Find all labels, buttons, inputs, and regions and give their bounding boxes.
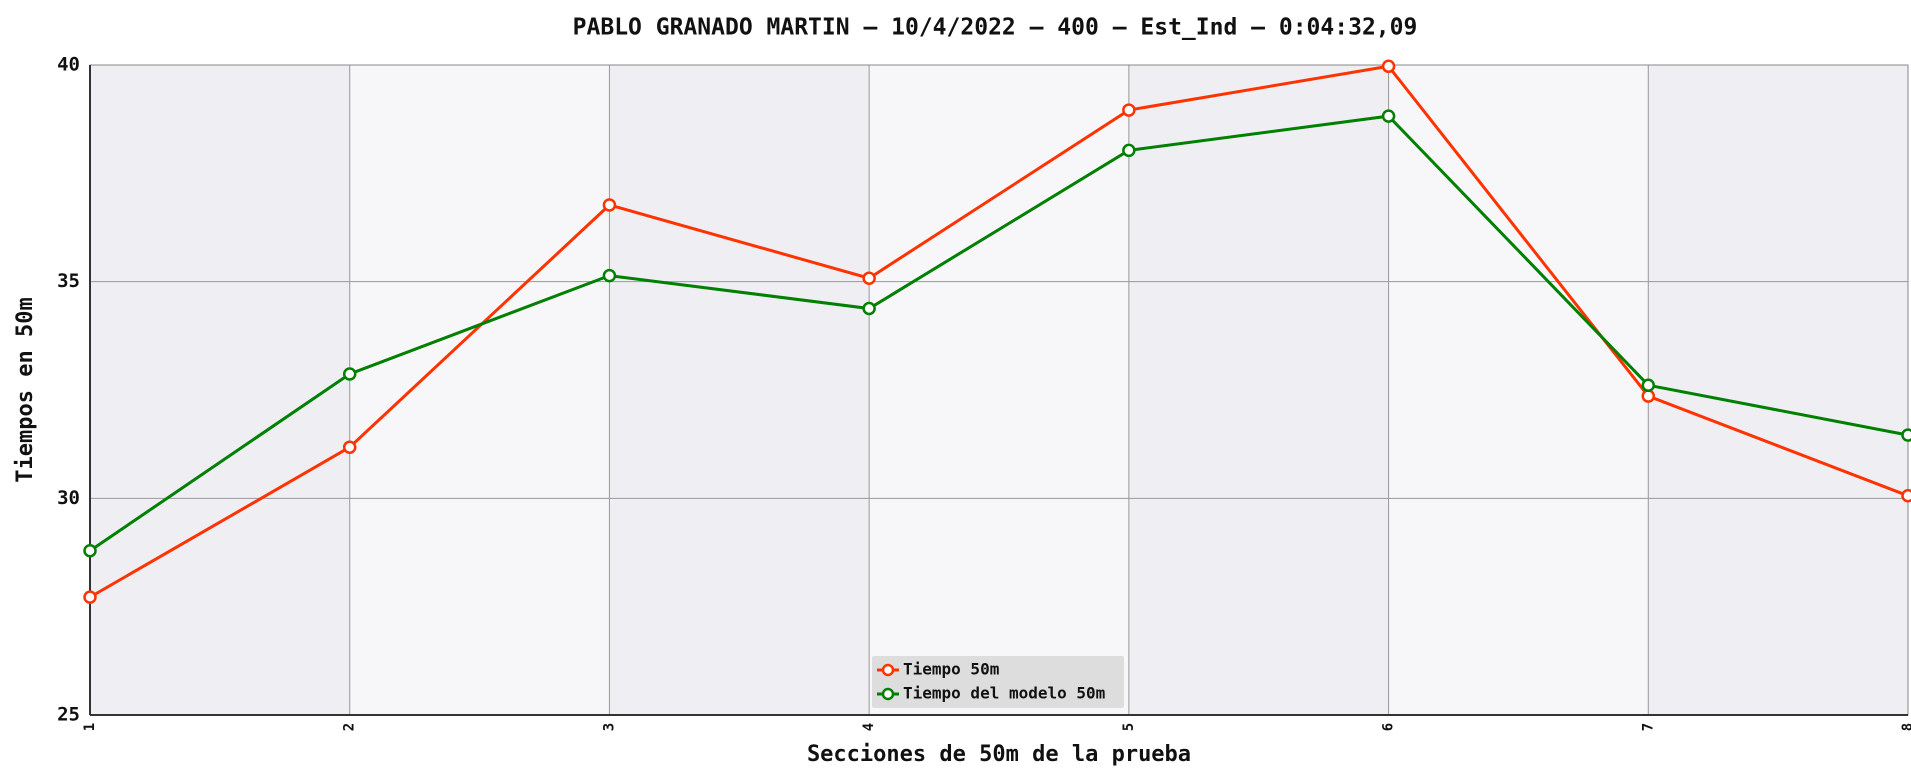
x-tick-label: 5 (1121, 723, 1137, 731)
band (90, 65, 350, 715)
band (1128, 65, 1389, 715)
point (1122, 103, 1136, 117)
point (1381, 109, 1396, 123)
point (602, 268, 617, 283)
point (1122, 143, 1136, 158)
y-tick-label: 35 (57, 270, 80, 292)
point (1641, 389, 1656, 403)
band (1648, 65, 1908, 715)
x-tick-label: 6 (1381, 723, 1397, 731)
plot-background (90, 65, 1908, 715)
x-axis-label: Secciones de 50m de la prueba (807, 742, 1191, 767)
point (83, 590, 97, 604)
x-tick-label: 1 (82, 723, 98, 731)
x-tick-label: 2 (342, 723, 358, 731)
legend-label: Tiempo del modelo 50m (903, 684, 1106, 703)
point (602, 198, 617, 212)
legend-label: Tiempo 50m (903, 660, 1000, 679)
point (1901, 488, 1911, 503)
x-tick-label: 7 (1640, 723, 1656, 731)
y-axis-label: Tiempos en 50m (13, 297, 38, 482)
x-tick-label: 3 (601, 723, 617, 731)
y-tick-label: 30 (57, 487, 80, 509)
chart-title: PABLO GRANADO MARTIN – 10/4/2022 – 400 –… (573, 15, 1418, 41)
point (1381, 59, 1396, 74)
x-tick-label: 4 (861, 723, 877, 731)
point (1641, 378, 1656, 392)
legend (872, 656, 1124, 708)
point (862, 271, 876, 285)
plot-area (90, 65, 1908, 715)
legend-marker (881, 663, 895, 677)
legend-marker (881, 687, 895, 701)
point (1901, 428, 1911, 442)
series-line (89, 114, 1909, 553)
point (342, 367, 357, 381)
band (609, 65, 870, 715)
point (83, 544, 97, 558)
point (342, 440, 357, 454)
y-tick-label: 25 (57, 704, 80, 726)
x-tick-label: 8 (1900, 723, 1911, 731)
point (862, 301, 876, 316)
y-tick-label: 40 (57, 54, 80, 76)
